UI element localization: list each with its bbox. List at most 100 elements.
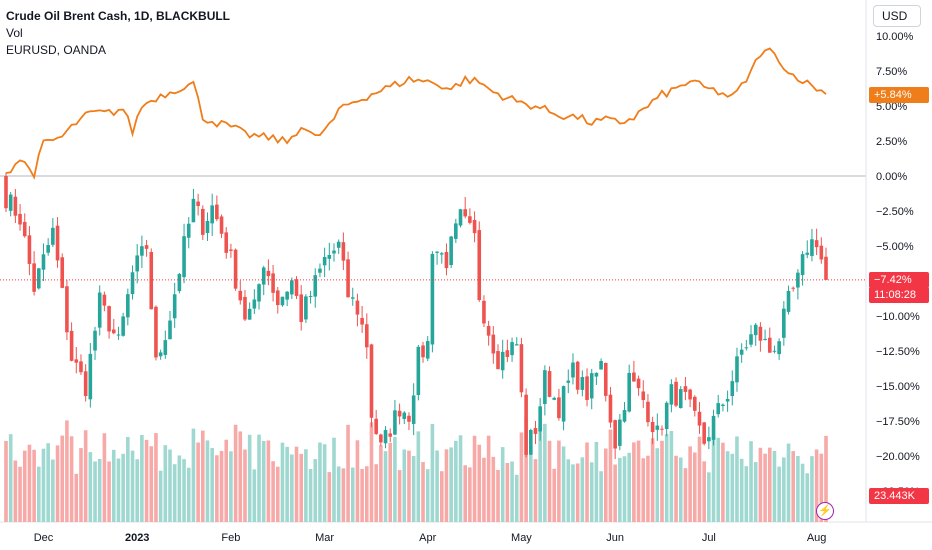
volume-bar — [702, 461, 706, 522]
volume-bar — [140, 434, 144, 522]
volume-bar — [299, 453, 303, 522]
volume-bar — [425, 469, 430, 522]
x-tick-label: Aug — [807, 532, 827, 544]
volume-legend[interactable]: Vol — [6, 26, 23, 40]
volume-bar — [664, 434, 669, 522]
x-tick-label: Apr — [419, 532, 436, 544]
volume-bar — [290, 454, 294, 522]
candle-body — [697, 411, 702, 426]
candle-body — [46, 245, 50, 253]
x-tick-label: Dec — [34, 532, 54, 544]
candle-body — [608, 394, 613, 423]
volume-bar — [83, 430, 88, 522]
candle-body — [379, 434, 383, 443]
candle-body — [365, 324, 369, 348]
volume-bar — [524, 417, 528, 522]
volume-bar — [777, 466, 781, 522]
volume-last-label: 23.443K — [869, 488, 929, 504]
candle-body — [18, 213, 22, 225]
volume-bar — [557, 440, 561, 522]
candle-body — [350, 297, 355, 299]
candle-body — [191, 198, 196, 223]
volume-bar — [641, 458, 646, 522]
candle-body — [294, 279, 299, 296]
volume-bar — [304, 449, 308, 522]
volume-bar — [369, 422, 374, 522]
volume-bar — [735, 436, 739, 522]
candle-body — [397, 410, 402, 417]
volume-bar — [243, 449, 247, 522]
volume-bar — [210, 447, 214, 522]
volume-bar — [721, 442, 725, 522]
y-tick-label: −2.50% — [876, 206, 914, 218]
volume-bar — [257, 434, 261, 522]
candle-body — [772, 350, 777, 352]
volume-bar — [247, 434, 252, 522]
volume-bar — [538, 426, 542, 522]
candle-body — [463, 209, 467, 217]
candle-body — [655, 425, 660, 430]
candle-body — [32, 263, 36, 292]
candle-body — [636, 378, 641, 389]
volume-bar — [571, 464, 575, 522]
volume-bar — [805, 473, 810, 522]
symbol-title[interactable]: Crude Oil Brent Cash, 1D, BLACKBULL — [6, 9, 231, 23]
lightning-icon[interactable]: ⚡ — [816, 502, 834, 520]
candle-body — [60, 257, 65, 288]
x-tick-label: May — [511, 532, 532, 544]
volume-bar — [196, 442, 200, 522]
candle-body — [51, 227, 55, 245]
candle-body — [767, 337, 772, 353]
x-tick-label: Feb — [221, 532, 240, 544]
candle-body — [285, 291, 289, 300]
candle-body — [796, 272, 800, 288]
candle-body — [374, 418, 378, 434]
candle-body — [702, 422, 706, 444]
candle-body — [93, 330, 97, 351]
candle-body — [749, 334, 753, 345]
volume-bar — [350, 467, 355, 522]
volume-bar — [308, 468, 313, 522]
candle-body — [257, 284, 261, 302]
volume-bar — [514, 474, 519, 522]
candle-body — [69, 330, 74, 361]
candle-body — [721, 404, 725, 407]
candle-body — [491, 334, 496, 354]
candle-body — [116, 334, 121, 336]
volume-bar — [393, 436, 397, 522]
candle-body — [215, 204, 219, 220]
candle-body — [37, 268, 41, 289]
countdown-label: 11:08:28 — [869, 287, 929, 303]
candle-body — [472, 219, 477, 234]
candle-body — [810, 239, 814, 256]
candle-body — [529, 429, 533, 455]
volume-bar — [463, 465, 467, 522]
volume-bar — [421, 462, 425, 522]
volume-bar — [650, 438, 655, 522]
volume-bar — [411, 456, 416, 522]
volume-bar — [280, 442, 285, 522]
candle-body — [683, 386, 688, 392]
candle-body — [74, 359, 79, 363]
candle-body — [585, 376, 589, 400]
chart-legend: Crude Oil Brent Cash, 1D, BLACKBULL Vol … — [6, 8, 230, 59]
candle-body — [266, 270, 271, 277]
volume-bar — [149, 446, 154, 522]
y-tick-label: −17.50% — [876, 416, 920, 428]
currency-button[interactable]: USD — [873, 5, 921, 27]
volume-bar — [491, 456, 496, 522]
volume-bar — [46, 443, 50, 522]
volume-bar — [229, 451, 233, 522]
candle-body — [140, 246, 144, 256]
volume-bar — [767, 447, 772, 522]
candle-body — [163, 340, 168, 355]
volume-bar — [126, 436, 130, 522]
candle-body — [261, 267, 266, 285]
candle-body — [13, 196, 18, 216]
candle-body — [730, 381, 735, 397]
candle-body — [744, 347, 749, 349]
volume-bar — [65, 420, 69, 522]
compare-legend[interactable]: EURUSD, OANDA — [6, 43, 107, 57]
candle-body — [233, 249, 238, 289]
